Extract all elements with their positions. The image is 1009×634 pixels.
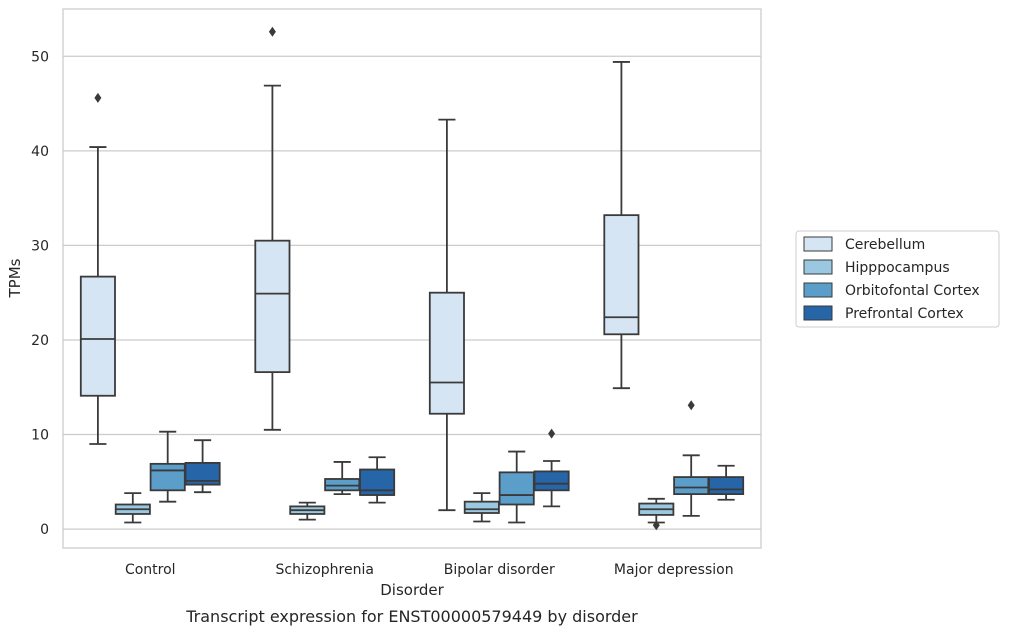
box-3-0 — [603, 61, 640, 390]
x-tick-label-schizophrenia: Schizophrenia — [276, 562, 374, 578]
outlier-point — [268, 26, 276, 37]
legend-swatch-2 — [803, 282, 833, 298]
legend-label-2: Orbitofontal Cortex — [845, 283, 980, 299]
box-2-3 — [533, 428, 570, 508]
x-tick-label-major-depression: Major depression — [614, 562, 734, 578]
legend-swatch-1 — [803, 259, 833, 275]
box-2-1 — [463, 492, 500, 523]
box-iqr — [79, 275, 116, 397]
outlier-point — [687, 400, 695, 411]
box-iqr — [463, 500, 500, 514]
y-tick-labels: 0 10 20 30 40 50 — [31, 49, 49, 538]
box-1-0 — [254, 26, 291, 431]
plot-area-frame — [62, 8, 762, 549]
box-iqr — [149, 462, 186, 492]
box-iqr — [673, 476, 710, 496]
box-iqr — [533, 470, 570, 492]
box-iqr — [603, 214, 640, 336]
box-0-2 — [149, 430, 186, 503]
y-axis-label: TPMs — [6, 258, 24, 298]
chart-caption: Transcript expression for ENST0000057944… — [185, 607, 638, 626]
legend-frame — [795, 230, 1000, 328]
y-tick-label-20: 20 — [31, 333, 49, 349]
x-tick-label-bipolar-disorder: Bipolar disorder — [444, 562, 555, 578]
y-tick-label-30: 30 — [31, 238, 49, 254]
box-2-0 — [428, 118, 465, 512]
x-tick-label-control: Control — [125, 562, 176, 578]
grid-lines — [63, 55, 761, 530]
box-1-3 — [359, 456, 396, 504]
box-0-3 — [184, 439, 221, 494]
outlier-point — [94, 92, 102, 103]
box-iqr — [498, 471, 535, 506]
legend-label-0: Cerebellum — [845, 237, 925, 253]
outlier-point — [548, 428, 556, 439]
boxes-layer — [79, 26, 745, 531]
box-iqr — [254, 239, 291, 374]
box-iqr — [184, 461, 221, 486]
box-2-2 — [498, 450, 535, 524]
box-0-1 — [114, 492, 151, 524]
box-iqr — [324, 478, 361, 492]
box-3-3 — [708, 464, 745, 501]
legend-label-1: Hipppocampus — [845, 260, 950, 276]
y-tick-label-0: 0 — [40, 522, 49, 538]
x-tick-labels: Control Schizophrenia Bipolar disorder Majo… — [125, 562, 734, 578]
y-tick-label-10: 10 — [31, 428, 49, 444]
y-tick-label-40: 40 — [31, 144, 49, 160]
box-0-0 — [79, 92, 116, 445]
box-iqr — [428, 291, 465, 415]
box-1-1 — [289, 501, 326, 521]
legend-label-3: Prefrontal Cortex — [845, 306, 964, 322]
legend-swatch-3 — [803, 305, 833, 321]
box-3-2 — [673, 400, 710, 517]
box-iqr — [708, 476, 745, 496]
legend: Cerebellum Hipppocampus Orbitofontal Corte… — [795, 230, 1000, 328]
legend-swatch-0 — [803, 236, 833, 252]
box-1-2 — [324, 461, 361, 496]
box-3-1 — [638, 497, 675, 531]
x-axis-label: Disorder — [380, 581, 444, 599]
y-tick-label-50: 50 — [31, 49, 49, 65]
outlier-point — [652, 520, 660, 531]
